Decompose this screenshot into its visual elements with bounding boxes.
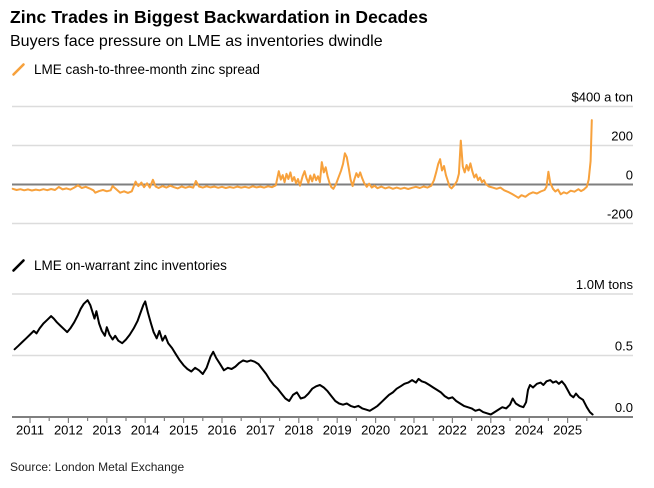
chart-subtitle: Buyers face pressure on LME as inventori…	[10, 33, 383, 50]
inventory-line	[13, 299, 594, 416]
spread-slash-icon	[12, 63, 25, 76]
x-axis-year-label: 2012	[54, 423, 83, 438]
x-axis-year-label: 2015	[169, 423, 198, 438]
spread-ytick-label: $400 a ton	[572, 90, 633, 105]
spread-ytick-label: 200	[611, 129, 633, 144]
source-note: Source: London Metal Exchange	[10, 460, 185, 474]
x-axis-year-label: 2024	[515, 423, 544, 438]
spread-ytick-label: -200	[607, 207, 633, 222]
legend-spread-label: LME cash-to-three-month zinc spread	[34, 62, 260, 77]
x-axis-year-label: 2016	[208, 423, 237, 438]
x-axis-year-label: 2025	[553, 423, 582, 438]
x-axis-year-label: 2011	[16, 423, 44, 438]
x-axis-year-label: 2022	[438, 423, 467, 438]
x-axis-year-label: 2018	[284, 423, 313, 438]
inventory-ytick-label: 0.0	[615, 400, 633, 415]
x-axis-year-label: 2017	[246, 423, 275, 438]
page-title: Zinc Trades in Biggest Backwardation in …	[10, 7, 429, 27]
x-axis-year-label: 2019	[323, 423, 352, 438]
inventory-ytick-label: 1.0M tons	[576, 277, 634, 292]
inventory-ytick-label: 0.5	[615, 339, 633, 354]
spread-line	[11, 119, 593, 199]
spread-chart: $400 a ton 200 0 -200	[11, 90, 633, 225]
x-axis-year-label: 2014	[131, 423, 160, 438]
x-axis-year-label: 2021	[400, 423, 429, 438]
spread-ytick-label: 0	[626, 168, 633, 183]
x-axis-year-label: 2023	[476, 423, 505, 438]
x-axis-year-label: 2013	[92, 423, 121, 438]
inventory-chart: 1.0M tons 0.5 0.0 2011 2012 2013 2014 2015 2016 2…	[12, 277, 634, 438]
inventory-slash-icon	[12, 259, 25, 272]
x-axis-year-label: 2020	[361, 423, 390, 438]
legend-inventory: LME on-warrant zinc inventories	[11, 258, 227, 273]
legend-spread: LME cash-to-three-month zinc spread	[11, 62, 260, 77]
legend-inventory-label: LME on-warrant zinc inventories	[34, 258, 227, 273]
